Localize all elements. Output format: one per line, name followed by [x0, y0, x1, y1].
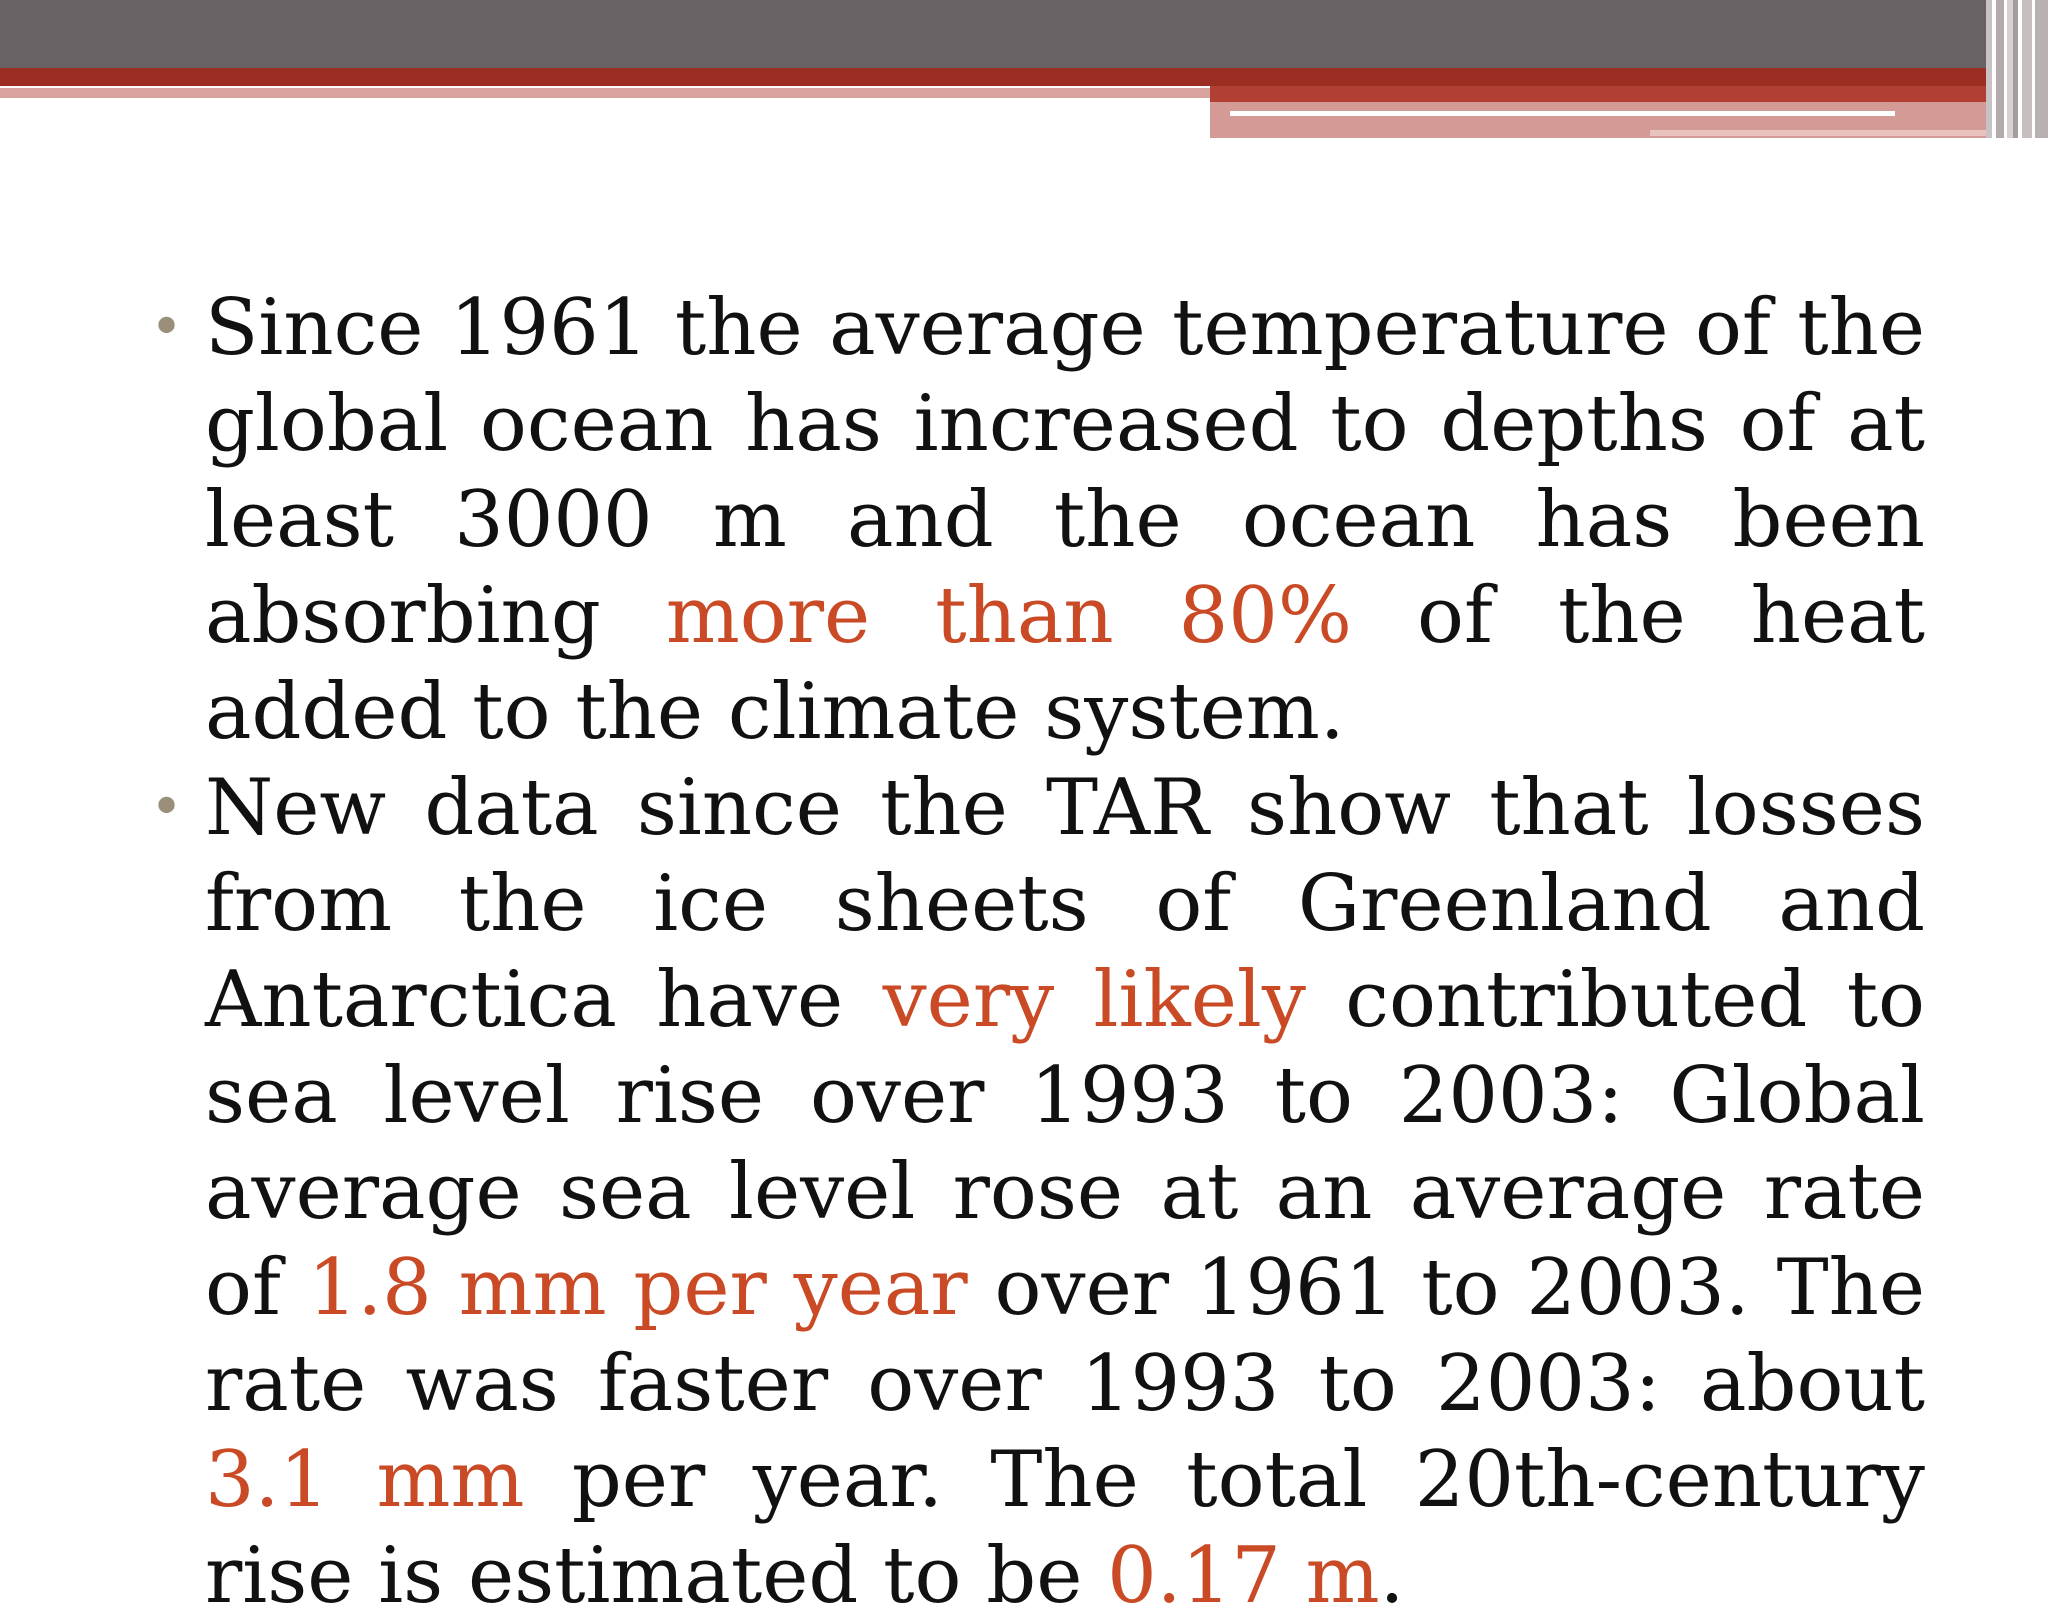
bullet-item: • New data since the TAR show that losse… — [150, 760, 1925, 1624]
header-bar-pink-left — [0, 88, 1210, 98]
bullet-text-2: New data since the TAR show that losses … — [205, 763, 1926, 1621]
header-line-white — [1230, 111, 1895, 116]
highlighted-text: very likely — [882, 955, 1306, 1045]
highlighted-text: 0.17 m — [1107, 1531, 1380, 1621]
bullet-dot: • — [150, 295, 184, 360]
bullet-item: • Since 1961 the average temperature of … — [150, 280, 1925, 760]
bullet-text-1: Since 1961 the average temperature of th… — [205, 283, 1925, 757]
header-bar-red-right — [1210, 86, 2048, 102]
bullet-dot: • — [150, 775, 184, 840]
header-bar-red — [0, 68, 2048, 86]
highlighted-text: 1.8 mm per year — [307, 1243, 968, 1333]
highlighted-text: 3.1 mm — [205, 1435, 525, 1525]
bullet-list: • Since 1961 the average temperature of … — [150, 280, 1925, 1624]
header-stripes — [1986, 0, 2048, 138]
header-bar-gray — [0, 0, 2048, 68]
header-line-pink — [1650, 130, 2000, 136]
highlighted-text: more than 80% — [665, 571, 1352, 661]
